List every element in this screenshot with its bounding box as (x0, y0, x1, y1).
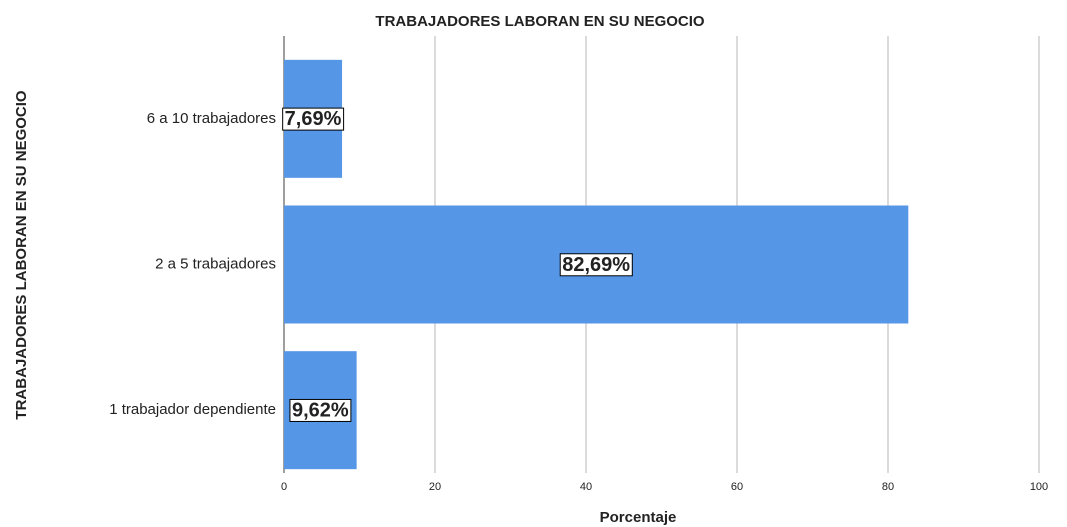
y-tick-label: 2 a 5 trabajadores (155, 255, 276, 272)
value-label: 9,62% (292, 399, 349, 421)
value-label-box (289, 398, 352, 422)
value-label: 7,69% (285, 108, 342, 130)
x-tick-label: 60 (731, 481, 743, 493)
x-tick-label: 80 (882, 481, 894, 493)
x-tick-label: 0 (281, 481, 287, 493)
x-tick-label: 40 (580, 481, 592, 493)
value-label-box (559, 253, 633, 277)
value-label: 82,69% (562, 254, 630, 276)
chart-title: TRABAJADORES LABORAN EN SU NEGOCIO (375, 13, 705, 30)
y-axis-label: TRABAJADORES LABORAN EN SU NEGOCIO (13, 90, 30, 420)
x-tick-label: 20 (429, 481, 441, 493)
y-tick-label: 1 trabajador dependiente (109, 401, 276, 418)
value-label-box (282, 107, 345, 131)
x-tick-label: 100 (1030, 481, 1048, 493)
x-axis-label: Porcentaje (600, 509, 677, 526)
y-tick-label: 6 a 10 trabajadores (147, 110, 276, 127)
